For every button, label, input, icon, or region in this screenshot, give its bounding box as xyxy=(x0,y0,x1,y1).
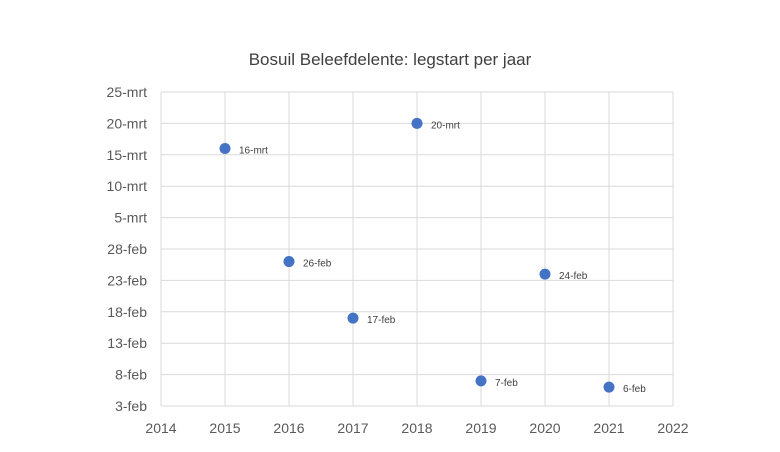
data-point xyxy=(347,312,359,324)
y-tick-label: 3-feb xyxy=(115,398,147,414)
x-tick-label: 2021 xyxy=(593,420,624,436)
data-label: 16-mrt xyxy=(239,146,268,157)
data-point xyxy=(539,268,551,280)
y-tick-label: 5-mrt xyxy=(114,210,147,226)
x-tick-label: 2016 xyxy=(273,420,304,436)
x-tick-label: 2018 xyxy=(401,420,432,436)
data-point xyxy=(603,381,615,393)
chart-title: Bosuil Beleefdelente: legstart per jaar xyxy=(248,50,532,69)
x-tick-label: 2017 xyxy=(337,420,368,436)
y-tick-label: 10-mrt xyxy=(107,178,148,194)
data-point xyxy=(283,256,295,268)
data-label: 7-feb xyxy=(495,378,518,389)
y-tick-label: 15-mrt xyxy=(107,147,148,163)
y-tick-label: 8-feb xyxy=(115,367,147,383)
x-tick-label: 2014 xyxy=(145,420,176,436)
x-tick-label: 2020 xyxy=(529,420,560,436)
data-point xyxy=(219,143,231,155)
x-tick-label: 2022 xyxy=(657,420,688,436)
x-tick-label: 2015 xyxy=(209,420,240,436)
data-label: 17-feb xyxy=(367,315,396,326)
data-label: 26-feb xyxy=(303,259,332,270)
x-tick-label: 2019 xyxy=(465,420,496,436)
y-tick-label: 20-mrt xyxy=(107,115,148,131)
y-tick-label: 25-mrt xyxy=(107,84,148,100)
y-tick-label: 18-feb xyxy=(107,304,147,320)
data-label: 24-feb xyxy=(559,271,588,282)
data-label: 20-mrt xyxy=(431,120,460,131)
y-tick-label: 23-feb xyxy=(107,272,147,288)
data-point xyxy=(475,375,487,387)
y-tick-label: 28-feb xyxy=(107,241,147,257)
data-point xyxy=(411,117,423,129)
data-label: 6-feb xyxy=(623,384,646,395)
y-tick-label: 13-feb xyxy=(107,335,147,351)
